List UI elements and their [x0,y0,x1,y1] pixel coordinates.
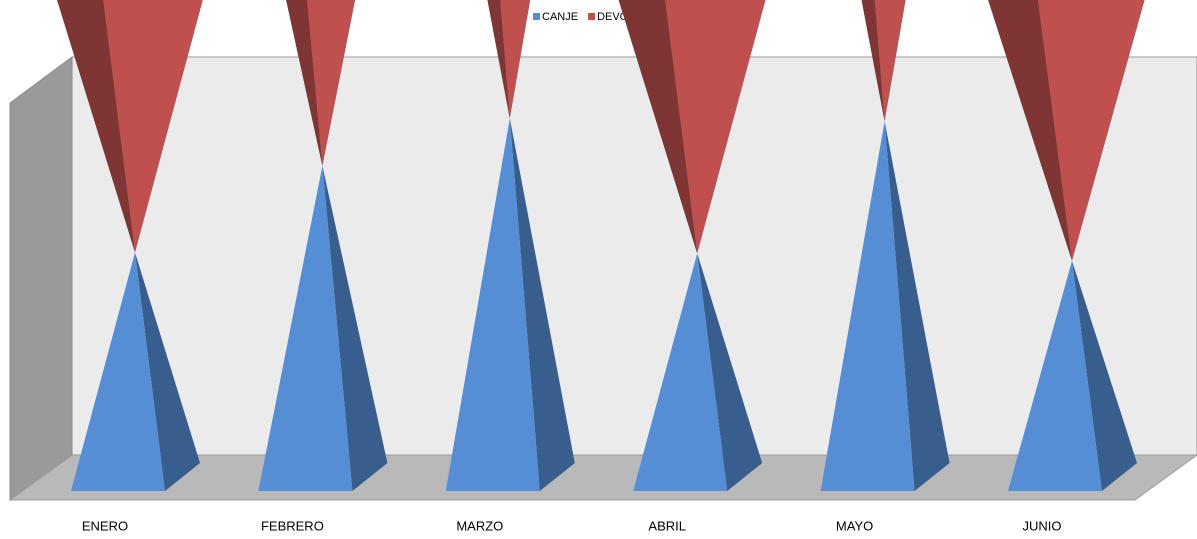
pyramid-segment [487,0,531,119]
segment-side [988,0,1137,491]
x-tick-label: ABRIL [648,518,686,533]
segment-front [445,0,540,491]
x-tick-label: MARZO [456,518,503,533]
segment-front [103,0,203,253]
segment-front [1038,0,1145,261]
segment-side [618,0,698,254]
segment-side [57,0,200,491]
segment-side [861,0,885,122]
side-wall [9,56,73,501]
segment-side [57,0,135,253]
pyramid-segment [286,0,356,166]
segment-front [307,0,356,166]
segment-front [500,0,531,119]
segment-front [258,0,356,491]
legend-label: CANJE [542,11,578,23]
segment-side [487,0,510,119]
segment-side [286,0,388,491]
segment-side [988,0,1072,261]
segment-side [286,0,323,166]
pyramid-segment [988,0,1145,261]
segment-side [861,0,950,491]
x-tick-label: MAYO [836,518,873,533]
pyramid-segment [861,0,906,122]
segment-side [618,0,763,491]
legend-swatch [588,13,596,20]
pyramid-segment [258,0,388,491]
segment-side [487,0,575,491]
pyramid-segment [445,0,575,491]
pyramid-segment [57,0,203,491]
segment-front [874,0,906,122]
pyramid-segment [820,0,950,491]
x-tick-label: FEBRERO [261,518,324,533]
segment-front [665,0,766,254]
legend-swatch [533,13,540,20]
segment-front [71,0,203,491]
x-tick-label: JUNIO [1023,518,1062,533]
x-tick-label: ENERO [82,518,128,533]
pyramid-segment [57,0,203,253]
pyramid-segment [618,0,766,254]
segment-front [820,0,915,491]
